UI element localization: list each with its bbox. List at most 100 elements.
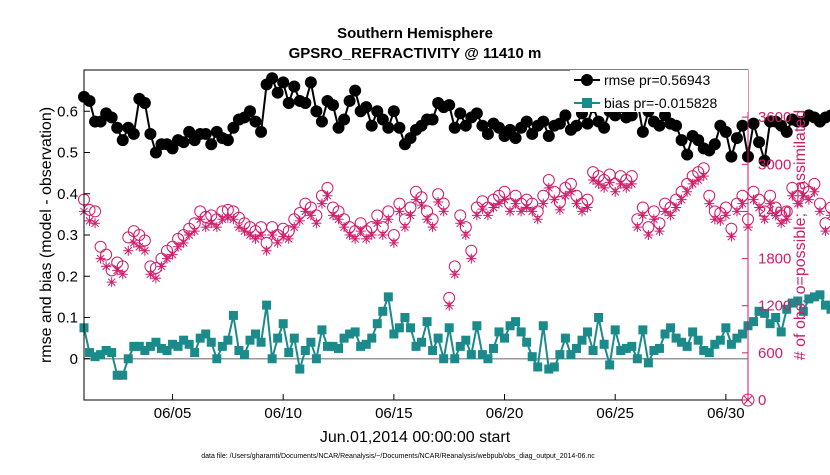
bias-marker [384,292,393,301]
obs-assimilated-marker [417,200,427,210]
bias-marker [301,346,310,355]
obs-assimilated-marker [389,238,399,248]
bias-marker [212,354,221,363]
rmse-marker [84,95,96,107]
rmse-marker [753,136,765,148]
obs-assimilated-marker [295,216,305,226]
y-right-tick-label: 3600 [758,109,791,126]
rmse-marker [598,122,610,134]
bias-marker [716,336,725,345]
bias-marker [279,319,288,328]
obs-assimilated-marker [101,261,111,271]
obs-assimilated-marker [544,183,554,193]
y-right-axis-label: # of obs: o=possible; ×=assimilated [792,110,809,360]
bias-marker [185,340,194,349]
y-right-tick-label: 3000 [758,156,791,173]
bias-marker [550,363,559,372]
rmse-marker [781,126,793,138]
obs-assimilated-marker [156,261,166,271]
obs-assimilated-marker [356,226,366,236]
obs-assimilated-marker [566,187,576,197]
obs-assimilated-marker [433,197,443,207]
rmse-marker [255,126,267,138]
obs-assimilated-marker [555,205,565,215]
rmse-marker [637,126,649,138]
bias-marker [317,325,326,334]
x-tick-label: 06/15 [375,405,413,422]
obs-assimilated-marker [439,206,449,216]
bias-marker [284,348,293,357]
bias-marker [434,334,443,343]
bias-marker [373,319,382,328]
rmse-marker [543,130,555,142]
rmse-marker [709,138,721,150]
bias-marker [450,354,459,363]
bias-marker [627,342,636,351]
bias-marker [694,336,703,345]
rmse-marker [139,97,151,109]
rmse-marker [338,114,350,126]
bias-marker [395,323,404,332]
obs-assimilated-marker [538,199,548,209]
rmse-marker [299,97,311,109]
x-tick-label: 06/25 [596,405,634,422]
obs-assimilated-marker [511,199,521,209]
obs-assimilated-marker [549,195,559,205]
obs-assimilated-marker [638,210,648,220]
bias-marker [406,323,415,332]
x-tick-label: 06/10 [264,405,302,422]
obs-assimilated-marker [483,210,493,220]
chart-subtitle: GPSRO_REFRACTIVITY @ 11410 m [289,45,542,62]
bias-marker [655,344,664,353]
rmse-marker [288,81,300,93]
rmse-marker [736,120,748,132]
bias-marker [439,354,448,363]
bias-marker [561,334,570,343]
bias-marker [400,313,409,322]
x-tick-label: 06/05 [154,405,192,422]
bias-marker [600,340,609,349]
y-axis-label: rmse and bias (model - observation) [38,107,55,363]
bias-marker [312,354,321,363]
obs-assimilated-marker [289,222,299,232]
obs-assimilated-marker [737,199,747,209]
bias-marker [638,325,647,334]
bias-marker [190,348,199,357]
rmse-marker [471,107,483,119]
obs-assimilated-marker [334,214,344,224]
bias-marker [223,336,232,345]
bias-marker [461,336,470,345]
bias-marker [705,348,714,357]
rmse-marker [676,134,688,146]
bias-marker [749,317,758,326]
bias-marker [251,330,260,339]
obs-assimilated-marker [704,199,714,209]
bias-marker [207,338,216,347]
rmse-marker [731,132,743,144]
obs-assimilated-marker [820,226,830,236]
obs-assimilated-marker [267,230,277,240]
bias-marker [273,334,282,343]
obs-assimilated-marker [455,218,465,228]
obs-assimilated-marker [682,187,692,197]
obs-assimilated-marker [533,214,543,224]
bias-marker [511,317,520,326]
rmse-marker [366,120,378,132]
rmse-marker [344,95,356,107]
bias-marker [423,317,432,326]
y-tick-label: 0.2 [57,268,78,285]
bias-marker [578,336,587,345]
obs-assimilated-marker [256,230,266,240]
bias-marker [295,365,304,374]
y-right-tick-label: 0 [758,392,766,409]
rmse-marker [205,138,217,150]
rmse-marker [244,105,256,117]
obs-assimilated-marker [815,206,825,216]
obs-assimilated-marker [732,206,742,216]
rmse-marker [388,105,400,117]
rmse-marker [349,85,361,97]
rmse-marker [106,111,118,123]
bias-marker [683,342,692,351]
rmse-marker [449,122,461,134]
